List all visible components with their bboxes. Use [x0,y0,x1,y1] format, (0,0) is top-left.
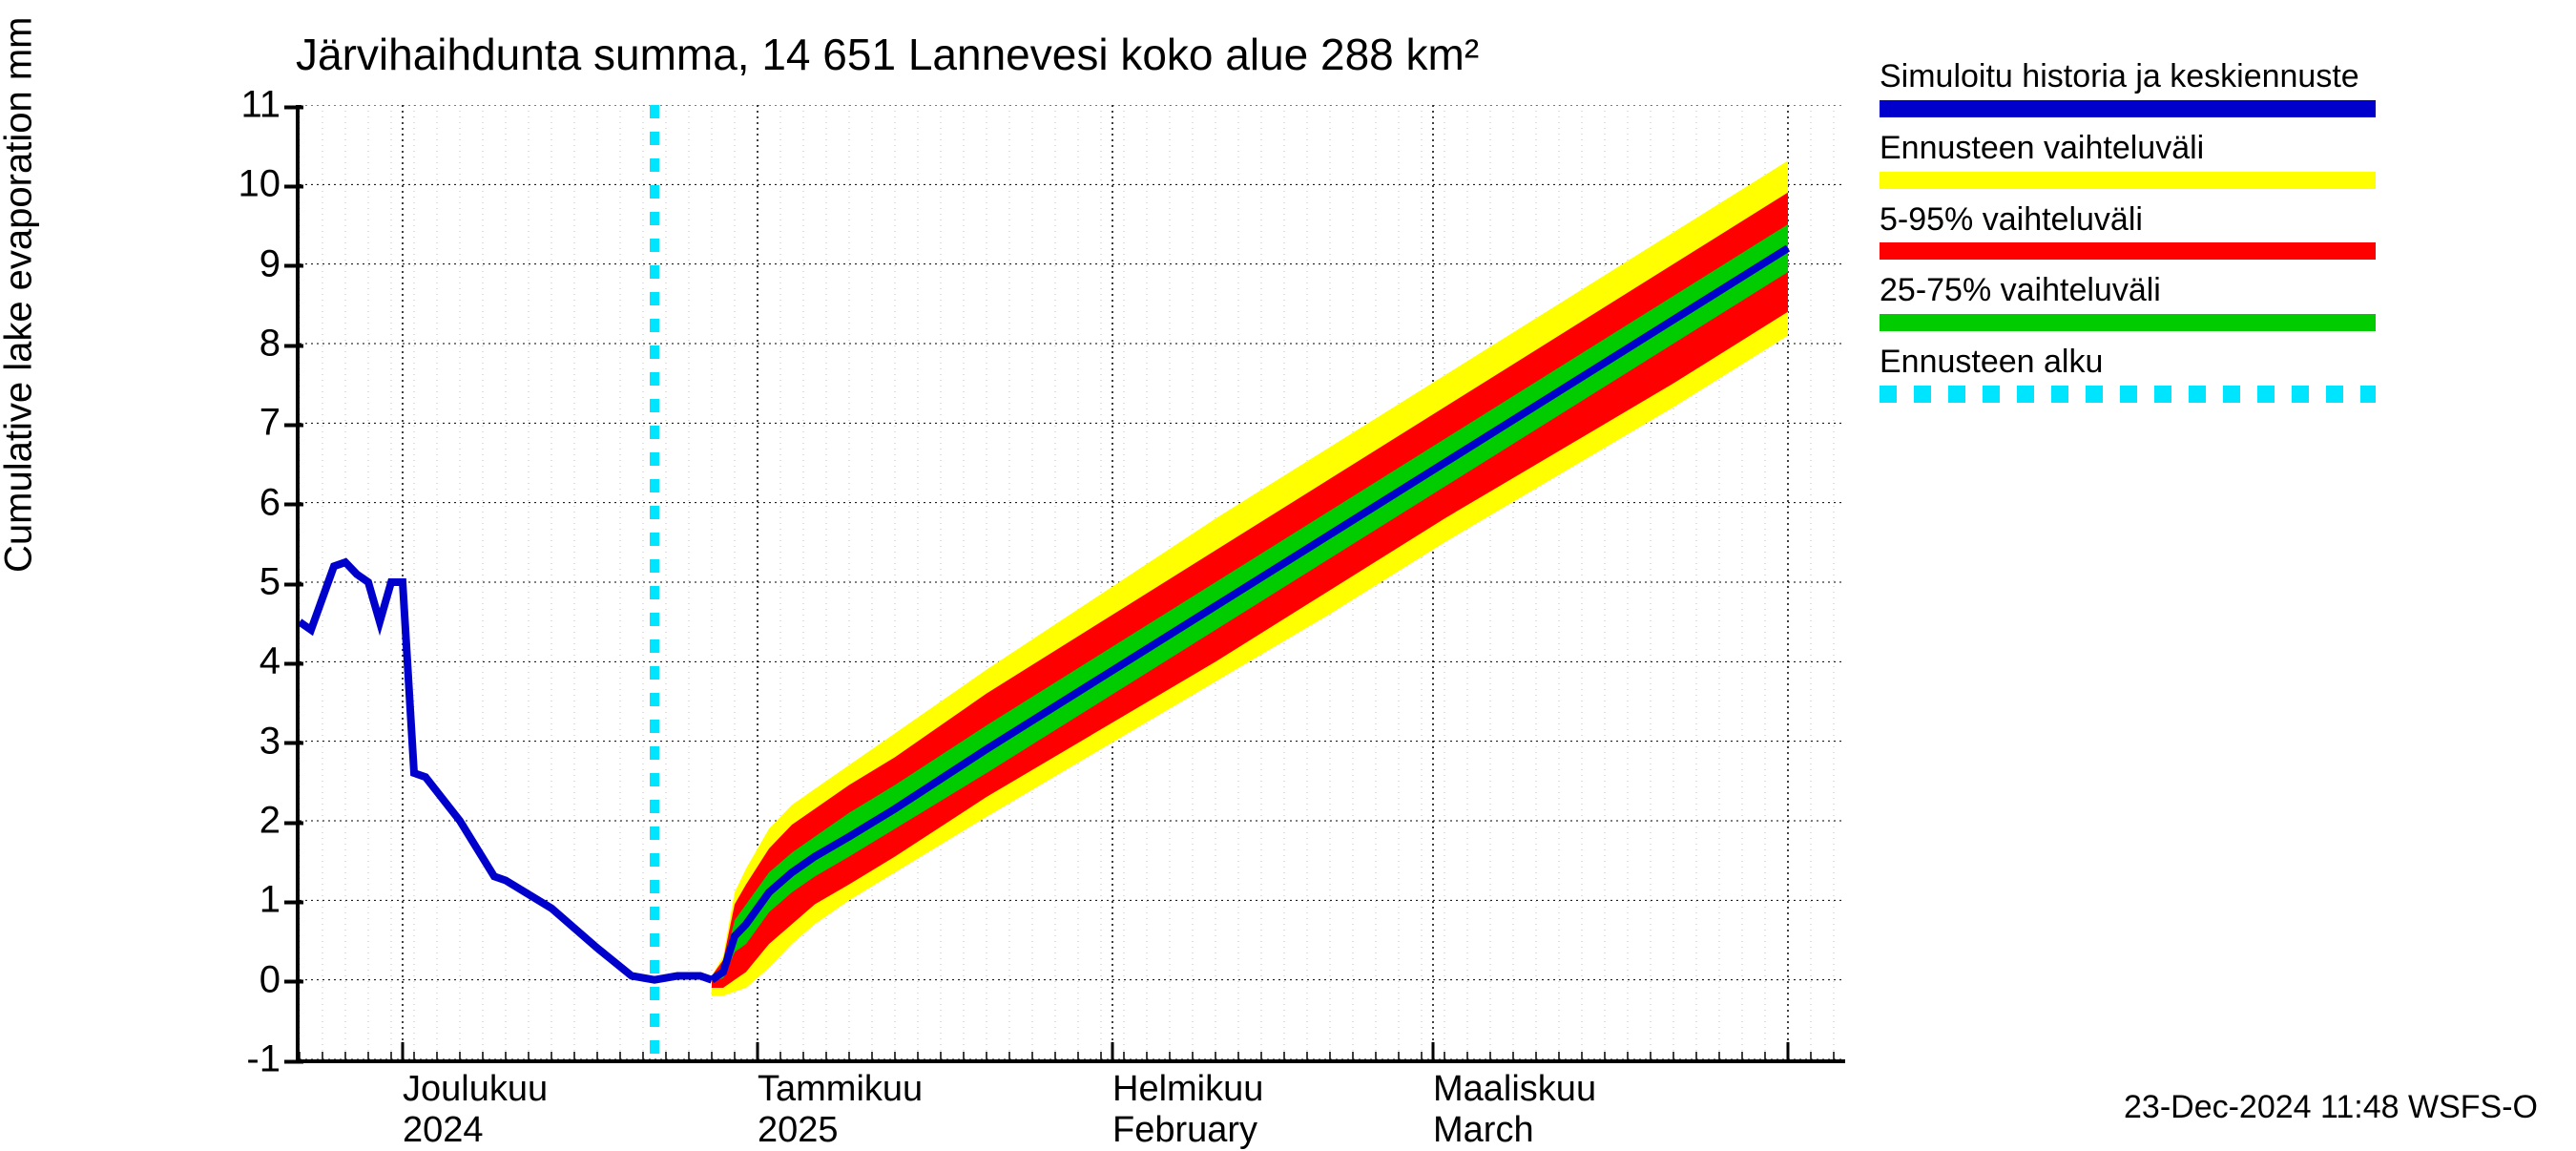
x-axis-month-label: HelmikuuFebruary [1112,1059,1263,1151]
y-tick-label: 11 [204,84,300,127]
legend-entry: 25-75% vaihteluväli [1880,271,2376,331]
y-tick-label: 8 [204,323,300,366]
y-axis-label: Cumulative lake evaporation mm [0,17,41,573]
legend-swatch [1880,386,2376,403]
y-tick-label: 6 [204,481,300,524]
y-tick-label: 2 [204,800,300,843]
legend-label: 25-75% vaihteluväli [1880,271,2376,310]
legend-swatch [1880,172,2376,189]
y-tick-label: -1 [204,1038,300,1081]
x-axis-month-label: MaaliskuuMarch [1433,1059,1596,1151]
legend-entry: Ennusteen alku [1880,343,2376,403]
y-tick-label: 4 [204,640,300,683]
legend-swatch [1880,242,2376,260]
y-tick-label: 3 [204,720,300,763]
y-tick-label: 0 [204,958,300,1001]
legend-entry: Ennusteen vaihteluväli [1880,129,2376,189]
legend-swatch [1880,100,2376,117]
plot-area: -101234567891011Joulukuu2024Tammikuu2025… [296,105,1845,1063]
legend: Simuloitu historia ja keskiennuste Ennust… [1880,57,2376,414]
x-axis-month-label: Joulukuu2024 [403,1059,548,1151]
timestamp-label: 23-Dec-2024 11:48 WSFS-O [2124,1089,2538,1126]
y-tick-label: 5 [204,561,300,604]
legend-label: Simuloitu historia ja keskiennuste [1880,57,2376,96]
chart-title: Järvihaihdunta summa, 14 651 Lannevesi k… [296,29,1479,80]
chart-container: Cumulative lake evaporation mm Järvihaih… [0,0,2576,1145]
y-tick-label: 9 [204,242,300,285]
data-layer [300,105,1845,1059]
x-axis-month-label: Tammikuu2025 [758,1059,923,1151]
y-tick-label: 10 [204,163,300,206]
legend-swatch [1880,314,2376,331]
y-tick-label: 1 [204,879,300,922]
legend-label: 5-95% vaihteluväli [1880,200,2376,240]
legend-entry: 5-95% vaihteluväli [1880,200,2376,261]
legend-label: Ennusteen vaihteluväli [1880,129,2376,168]
y-tick-label: 7 [204,402,300,445]
legend-entry: Simuloitu historia ja keskiennuste [1880,57,2376,117]
legend-label: Ennusteen alku [1880,343,2376,382]
